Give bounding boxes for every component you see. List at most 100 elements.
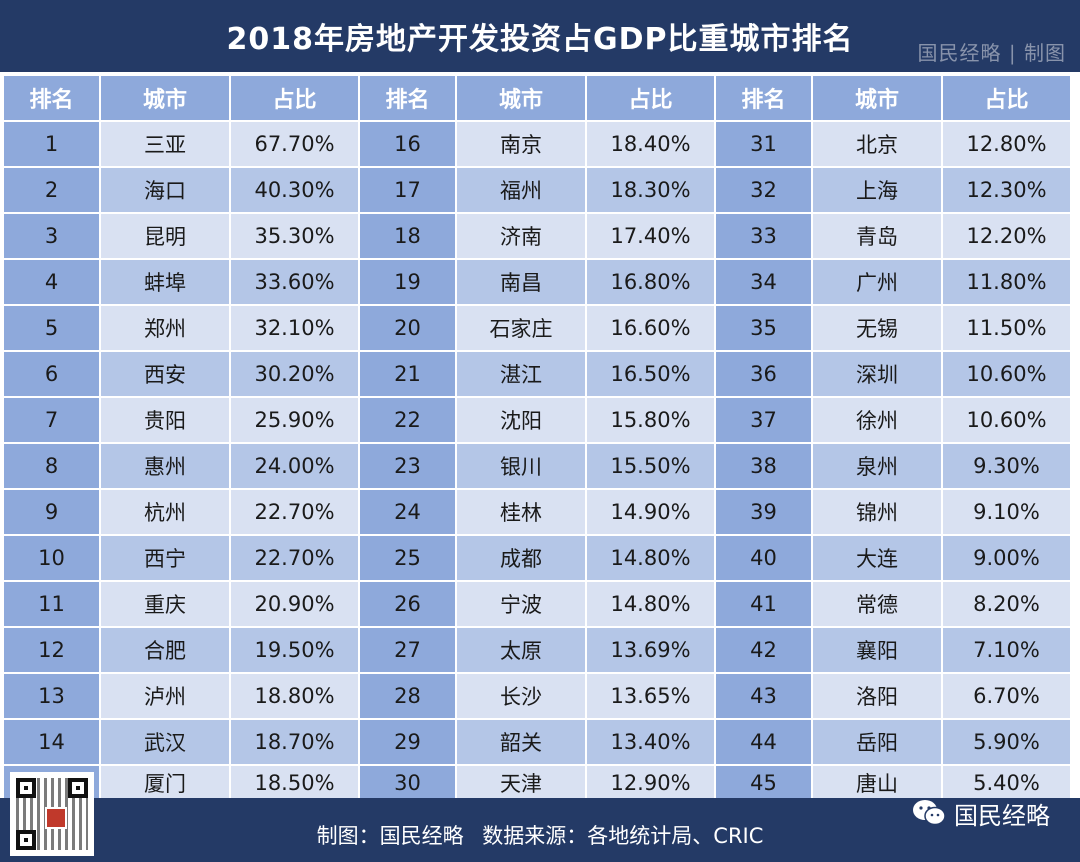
cell-city: 石家庄 [457, 306, 585, 350]
cell-city: 武汉 [101, 720, 229, 764]
cell-share: 18.80% [231, 674, 358, 718]
cell-share: 12.20% [943, 214, 1070, 258]
header-city: 城市 [101, 76, 229, 120]
cell-city: 惠州 [101, 444, 229, 488]
header-city: 城市 [457, 76, 585, 120]
cell-rank: 1 [4, 122, 99, 166]
table-row: 9 杭州 22.70% 24 桂林 14.90% 39 锦州 9.10% [4, 490, 1070, 534]
cell-rank: 5 [4, 306, 99, 350]
cell-city: 西安 [101, 352, 229, 396]
cell-share: 8.20% [943, 582, 1070, 626]
cell-rank: 14 [4, 720, 99, 764]
cell-rank: 6 [4, 352, 99, 396]
header-rank: 排名 [4, 76, 99, 120]
cell-share: 7.10% [943, 628, 1070, 672]
cell-city: 太原 [457, 628, 585, 672]
cell-share: 67.70% [231, 122, 358, 166]
table-row: 7 贵阳 25.90% 22 沈阳 15.80% 37 徐州 10.60% [4, 398, 1070, 442]
cell-share: 16.50% [587, 352, 714, 396]
cell-city: 长沙 [457, 674, 585, 718]
cell-city: 泉州 [813, 444, 941, 488]
cell-city: 成都 [457, 536, 585, 580]
brand: 国民经略 [912, 798, 1050, 830]
table-row: 13 泸州 18.80% 28 长沙 13.65% 43 洛阳 6.70% [4, 674, 1070, 718]
cell-city: 襄阳 [813, 628, 941, 672]
cell-city: 南京 [457, 122, 585, 166]
table-row: 4 蚌埠 33.60% 19 南昌 16.80% 34 广州 11.80% [4, 260, 1070, 304]
table-row: 2 海口 40.30% 17 福州 18.30% 32 上海 12.30% [4, 168, 1070, 212]
cell-rank: 45 [716, 766, 811, 800]
header-rank: 排名 [716, 76, 811, 120]
cell-city: 广州 [813, 260, 941, 304]
cell-rank: 17 [360, 168, 455, 212]
cell-city: 锦州 [813, 490, 941, 534]
cell-share: 13.40% [587, 720, 714, 764]
cell-city: 无锡 [813, 306, 941, 350]
cell-rank: 18 [360, 214, 455, 258]
table-row: 3 昆明 35.30% 18 济南 17.40% 33 青岛 12.20% [4, 214, 1070, 258]
cell-rank: 11 [4, 582, 99, 626]
cell-rank: 23 [360, 444, 455, 488]
maker-credit: 制图：国民经略 [316, 824, 464, 848]
header-share: 占比 [231, 76, 358, 120]
cell-rank: 37 [716, 398, 811, 442]
cell-rank: 7 [4, 398, 99, 442]
cell-city: 宁波 [457, 582, 585, 626]
cell-city: 郑州 [101, 306, 229, 350]
cell-share: 24.00% [231, 444, 358, 488]
brand-name: 国民经略 [954, 801, 1050, 830]
cell-rank: 10 [4, 536, 99, 580]
footer-credits: 制图：国民经略 数据来源：各地统计局、CRIC [0, 820, 1080, 850]
cell-share: 12.90% [587, 766, 714, 800]
cell-share: 14.80% [587, 582, 714, 626]
cell-rank: 41 [716, 582, 811, 626]
cell-rank: 35 [716, 306, 811, 350]
cell-share: 6.70% [943, 674, 1070, 718]
cell-city: 北京 [813, 122, 941, 166]
table-row: 1 三亚 67.70% 16 南京 18.40% 31 北京 12.80% [4, 122, 1070, 166]
cell-rank: 26 [360, 582, 455, 626]
cell-rank: 36 [716, 352, 811, 396]
cell-rank: 33 [716, 214, 811, 258]
cell-share: 11.50% [943, 306, 1070, 350]
cell-city: 南昌 [457, 260, 585, 304]
cell-share: 32.10% [231, 306, 358, 350]
cell-rank: 22 [360, 398, 455, 442]
table-row: 8 惠州 24.00% 23 银川 15.50% 38 泉州 9.30% [4, 444, 1070, 488]
cell-share: 19.50% [231, 628, 358, 672]
cell-share: 15.80% [587, 398, 714, 442]
title-credit: 国民经略 | 制图 [917, 41, 1066, 65]
cell-city: 深圳 [813, 352, 941, 396]
cell-city: 贵阳 [101, 398, 229, 442]
page-title: 2018年房地产开发投资占GDP比重城市排名 [226, 22, 854, 57]
table-row: 11 重庆 20.90% 26 宁波 14.80% 41 常德 8.20% [4, 582, 1070, 626]
cell-city: 厦门 [101, 766, 229, 800]
cell-rank: 21 [360, 352, 455, 396]
cell-rank: 16 [360, 122, 455, 166]
cell-city: 泸州 [101, 674, 229, 718]
cell-rank: 39 [716, 490, 811, 534]
cell-share: 5.40% [943, 766, 1070, 800]
cell-rank: 31 [716, 122, 811, 166]
cell-city: 蚌埠 [101, 260, 229, 304]
cell-rank: 28 [360, 674, 455, 718]
cell-rank: 2 [4, 168, 99, 212]
cell-share: 25.90% [231, 398, 358, 442]
ranking-table: 排名 城市 占比 排名 城市 占比 排名 城市 占比 1 三亚 67.70% 16 南京… [2, 74, 1072, 802]
table-row: 6 西安 30.20% 21 湛江 16.50% 36 深圳 10.60% [4, 352, 1070, 396]
cell-city: 天津 [457, 766, 585, 800]
cell-share: 5.90% [943, 720, 1070, 764]
cell-city: 重庆 [101, 582, 229, 626]
cell-city: 大连 [813, 536, 941, 580]
cell-city: 合肥 [101, 628, 229, 672]
data-source: 数据来源：各地统计局、CRIC [482, 824, 764, 848]
cell-city: 三亚 [101, 122, 229, 166]
cell-rank: 20 [360, 306, 455, 350]
cell-rank: 40 [716, 536, 811, 580]
cell-rank: 43 [716, 674, 811, 718]
cell-city: 银川 [457, 444, 585, 488]
cell-city: 常德 [813, 582, 941, 626]
cell-rank: 8 [4, 444, 99, 488]
cell-city: 韶关 [457, 720, 585, 764]
cell-share: 9.10% [943, 490, 1070, 534]
